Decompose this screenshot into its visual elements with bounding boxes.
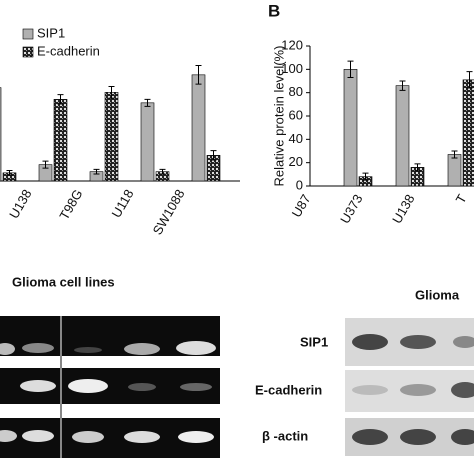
error-bar [108, 86, 115, 99]
x-axis-title: Glioma cell lines [12, 274, 115, 289]
blot-left [0, 316, 220, 458]
y-tick-label: 20 [289, 154, 303, 169]
error-bar [144, 98, 151, 107]
bar [104, 92, 119, 182]
bar [53, 99, 68, 182]
legend-label: SIP1 [37, 25, 65, 40]
error-bar [414, 163, 421, 172]
panel-label: B [268, 1, 280, 20]
error-bar [399, 80, 406, 91]
error-bar [159, 168, 166, 175]
x-axis-title: Glioma [415, 287, 460, 302]
y-tick-label: 120 [281, 37, 303, 52]
y-axis-title: Relative protein level(%) [271, 46, 286, 187]
legend-label: E-cadherin [37, 43, 100, 58]
x-tick-label: T [453, 192, 470, 206]
error-bar [466, 71, 473, 89]
x-tick-label: U87 [289, 192, 314, 220]
blot-right [345, 318, 474, 456]
bar [462, 79, 474, 187]
blot-label: E-cadherin [255, 382, 322, 397]
y-tick-label: 100 [281, 61, 303, 76]
error-bar [195, 65, 202, 85]
x-tick-label: SW1088 [150, 187, 188, 238]
y-tick-label: 60 [289, 107, 303, 122]
error-bar [210, 150, 217, 161]
error-bar [451, 150, 458, 159]
error-bar [362, 172, 369, 181]
error-bar [347, 60, 354, 78]
bar [395, 85, 410, 187]
bar [447, 154, 462, 187]
y-tick-label: 0 [296, 177, 303, 192]
bar [191, 74, 206, 182]
blot-label: SIP1 [300, 334, 328, 349]
x-tick-label: U373 [337, 192, 366, 226]
y-tick-label: 40 [289, 131, 303, 146]
x-tick-label: T98G [56, 187, 85, 223]
bar [0, 87, 2, 182]
error-bar [6, 170, 13, 176]
bar [140, 102, 155, 182]
legend-swatch [22, 46, 34, 58]
x-tick-label: U118 [109, 187, 137, 221]
legend-swatch [22, 28, 34, 40]
blot-label: β -actin [262, 428, 308, 443]
x-tick-label: U138 [6, 187, 35, 221]
error-bar [42, 160, 49, 169]
error-bar [57, 94, 64, 105]
y-tick-label: 80 [289, 84, 303, 99]
bar [343, 69, 358, 187]
x-tick-label: U138 [389, 192, 418, 226]
error-bar [93, 168, 100, 175]
